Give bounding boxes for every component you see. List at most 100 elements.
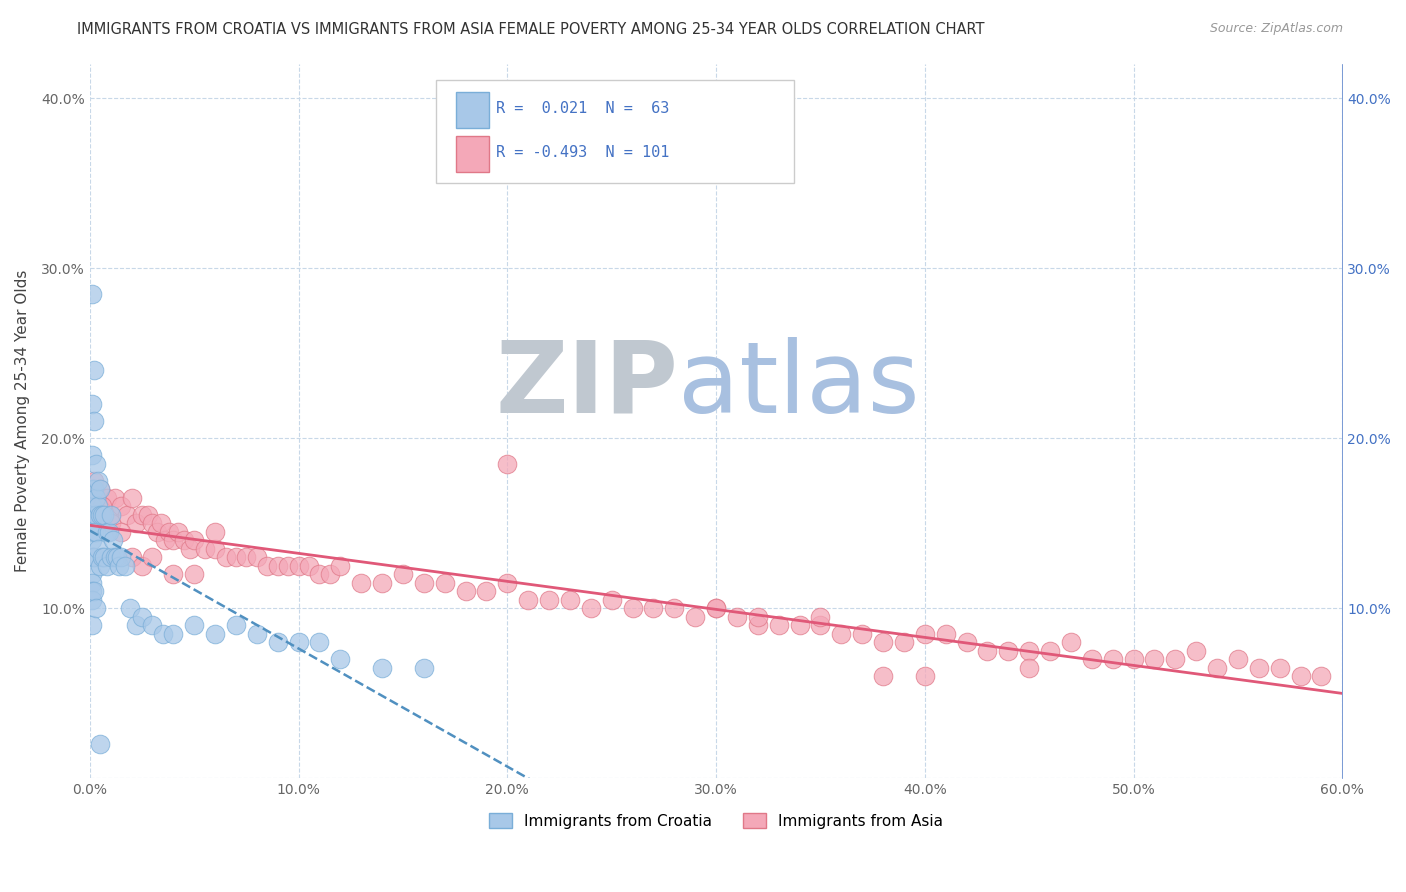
Point <box>1101 652 1123 666</box>
Point <box>433 575 456 590</box>
Point <box>1206 661 1229 675</box>
Point <box>872 635 894 649</box>
Point <box>93 550 115 565</box>
Point <box>1143 652 1166 666</box>
Point <box>91 499 114 513</box>
Point <box>350 575 373 590</box>
Point <box>96 524 118 539</box>
Point <box>173 533 195 548</box>
Point <box>84 491 107 505</box>
Point <box>80 533 103 548</box>
Point <box>136 508 159 522</box>
Point <box>83 474 105 488</box>
Point <box>80 550 103 565</box>
Point <box>183 567 205 582</box>
Point <box>125 618 148 632</box>
Point <box>267 558 290 573</box>
Point <box>83 414 105 428</box>
Text: atlas: atlas <box>679 337 920 434</box>
Point <box>194 541 217 556</box>
Point <box>114 558 136 573</box>
Point <box>872 669 894 683</box>
Point <box>747 609 769 624</box>
Point <box>496 575 519 590</box>
Point <box>204 541 226 556</box>
Point <box>131 609 153 624</box>
Point <box>100 508 122 522</box>
Point <box>105 550 128 565</box>
Point <box>91 499 114 513</box>
Point <box>1018 643 1040 657</box>
Point <box>1060 635 1083 649</box>
Point <box>152 626 174 640</box>
Point <box>1039 643 1062 657</box>
Point <box>141 550 163 565</box>
Point <box>298 558 321 573</box>
Point <box>104 491 127 505</box>
Point <box>329 652 352 666</box>
Point <box>93 508 115 522</box>
Point <box>89 508 111 522</box>
Point <box>664 601 686 615</box>
Point <box>84 524 107 539</box>
Point <box>87 508 110 522</box>
Point <box>141 618 163 632</box>
Point <box>747 618 769 632</box>
Point <box>118 601 141 615</box>
Point <box>1226 652 1249 666</box>
Point <box>914 626 936 640</box>
Point <box>84 457 107 471</box>
Point <box>558 592 581 607</box>
Point <box>80 567 103 582</box>
Point <box>287 635 309 649</box>
Point <box>121 550 143 565</box>
Point <box>89 558 111 573</box>
Legend: Immigrants from Croatia, Immigrants from Asia: Immigrants from Croatia, Immigrants from… <box>484 806 949 835</box>
Point <box>1018 661 1040 675</box>
Point <box>91 508 114 522</box>
Point <box>329 558 352 573</box>
Point <box>89 737 111 751</box>
Point <box>204 626 226 640</box>
Point <box>246 626 269 640</box>
Point <box>96 491 118 505</box>
Point <box>725 609 748 624</box>
Point <box>84 491 107 505</box>
Point <box>100 516 122 531</box>
Point <box>246 550 269 565</box>
Point <box>100 508 122 522</box>
Point <box>830 626 852 640</box>
Text: Source: ZipAtlas.com: Source: ZipAtlas.com <box>1209 22 1343 36</box>
Point <box>319 567 342 582</box>
Point <box>162 567 184 582</box>
Point <box>110 499 132 513</box>
Point <box>955 635 977 649</box>
Point <box>83 550 105 565</box>
Point <box>80 584 103 599</box>
Point <box>256 558 278 573</box>
Point <box>1122 652 1144 666</box>
Point <box>141 516 163 531</box>
Point <box>100 550 122 565</box>
Point <box>1081 652 1104 666</box>
Point <box>80 499 103 513</box>
Point <box>496 457 519 471</box>
Point <box>579 601 602 615</box>
Point <box>371 575 394 590</box>
Point <box>789 618 811 632</box>
Point <box>162 626 184 640</box>
Point <box>110 550 132 565</box>
Point <box>80 448 103 462</box>
Point <box>80 575 103 590</box>
Point <box>517 592 540 607</box>
Y-axis label: Female Poverty Among 25-34 Year Olds: Female Poverty Among 25-34 Year Olds <box>15 270 30 573</box>
Point <box>392 567 415 582</box>
Point <box>1164 652 1187 666</box>
Point <box>976 643 998 657</box>
Point <box>810 618 832 632</box>
Point <box>704 601 727 615</box>
Point <box>308 567 330 582</box>
Point <box>80 397 103 411</box>
Point <box>267 635 290 649</box>
Text: IMMIGRANTS FROM CROATIA VS IMMIGRANTS FROM ASIA FEMALE POVERTY AMONG 25-34 YEAR : IMMIGRANTS FROM CROATIA VS IMMIGRANTS FR… <box>77 22 984 37</box>
